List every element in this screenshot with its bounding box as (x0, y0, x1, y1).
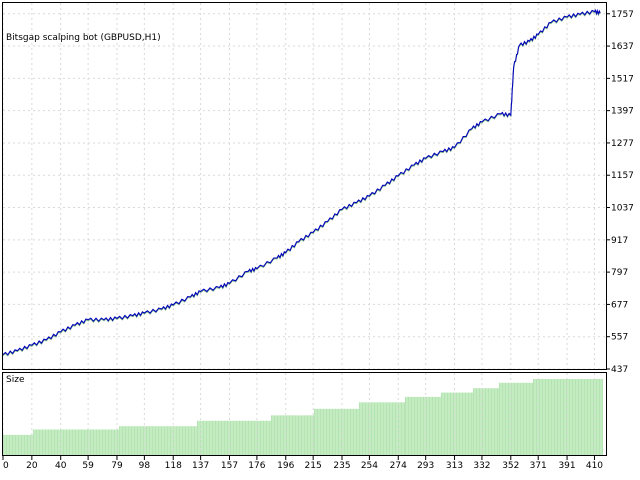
x-tick-label: 313 (446, 461, 463, 471)
x-tick-label: 196 (277, 461, 294, 471)
x-tick-label: 79 (111, 461, 123, 471)
size-bar (3, 434, 33, 455)
size-panel-frame (2, 372, 607, 456)
x-tick-label: 254 (361, 461, 378, 471)
size-bar (33, 429, 119, 455)
x-axis: 0 20 40 59 79 98 118 137 157 176 196 215 235 254 274 29… (2, 456, 603, 471)
x-tick-label: 0 (3, 461, 9, 471)
x-tick-label: 59 (82, 461, 94, 471)
y-tick-label: 1397 (611, 107, 634, 117)
x-tick-label: 352 (502, 461, 519, 471)
y-tick-label: 917 (611, 236, 628, 246)
equity-path (2, 8, 601, 356)
x-tick-label: 332 (473, 461, 490, 471)
y-tick-label: 1517 (611, 74, 634, 84)
size-bar (499, 382, 533, 455)
size-bar (441, 392, 473, 455)
x-tick-label: 410 (586, 461, 603, 471)
x-tick-label: 98 (139, 461, 151, 471)
x-tick-label: 157 (221, 461, 238, 471)
size-bar (533, 379, 603, 455)
size-bar (119, 426, 197, 455)
x-tick-label: 215 (305, 461, 322, 471)
y-tick-label: 677 (611, 300, 628, 310)
x-tick-label: 40 (55, 461, 67, 471)
size-grid (2, 373, 595, 455)
main-grid (2, 3, 606, 370)
size-bar (197, 420, 271, 455)
y-tick-label: 1637 (611, 42, 634, 52)
y-tick-label: 1157 (611, 171, 634, 181)
size-bar (405, 396, 441, 455)
x-tick-label: 293 (417, 461, 434, 471)
x-tick-label: 118 (165, 461, 182, 471)
x-tick-label: 235 (333, 461, 350, 471)
chart-title: Bitsgap scalping bot (GBPUSD,H1) (6, 33, 161, 43)
x-tick-label: 176 (248, 461, 265, 471)
y-tick-label: 797 (611, 268, 628, 278)
size-bar (314, 408, 359, 455)
y-tick-label: 1757 (611, 10, 634, 20)
x-tick-label: 371 (530, 461, 547, 471)
y-tick-label: 1037 (611, 204, 634, 214)
x-tick-label: 20 (26, 461, 38, 471)
size-panel-title: Size (6, 375, 25, 385)
y-axis: 437 557 677 797 917 1037 1157 1277 1397 1517 1637 1… (606, 10, 634, 375)
size-bar (359, 402, 405, 455)
main-panel-frame (2, 2, 607, 370)
equity-line (2, 8, 601, 357)
y-tick-label: 557 (611, 333, 628, 343)
size-bars (3, 379, 603, 455)
x-tick-label: 391 (558, 461, 575, 471)
x-tick-label: 137 (192, 461, 209, 471)
x-tick-label: 274 (390, 461, 407, 471)
y-tick-label: 437 (611, 365, 628, 375)
size-bar (473, 388, 499, 455)
y-tick-label: 1277 (611, 139, 634, 149)
